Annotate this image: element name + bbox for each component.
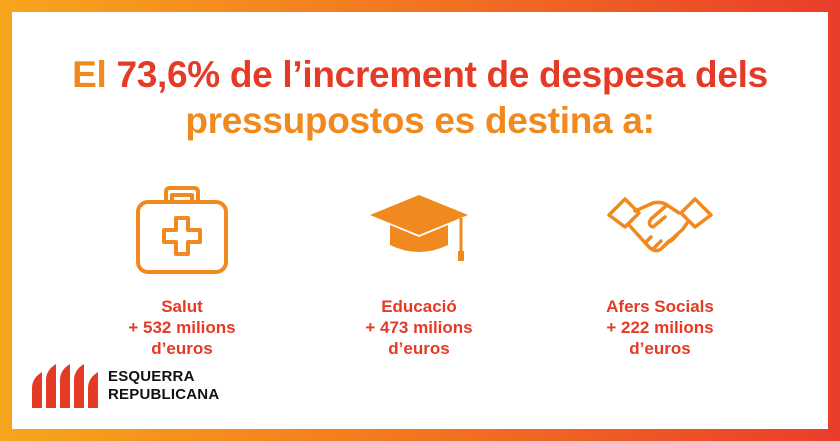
item-unit: d’euros	[629, 339, 691, 358]
first-aid-kit-icon	[82, 180, 282, 280]
item-amount: + 473 milions	[365, 318, 473, 337]
party-logo-mark-icon	[32, 364, 98, 408]
item-salut: Salut + 532 milions d’euros	[82, 180, 282, 359]
headline-percentage: 73,6%	[116, 54, 220, 95]
item-label: Afers Socials	[606, 297, 714, 316]
item-unit: d’euros	[388, 339, 450, 358]
item-label: Educació	[381, 297, 457, 316]
headline-line-2: pressupostos es destina a:	[185, 100, 655, 141]
item-afers-socials: Afers Socials + 222 milions d’euros	[560, 180, 760, 359]
party-logo: ESQUERRA REPUBLICANA	[32, 364, 219, 408]
infographic-card: El 73,6% de l’increment de despesa dels …	[12, 12, 828, 429]
headline: El 73,6% de l’increment de despesa dels …	[12, 52, 828, 144]
item-educacio: Educació + 473 milions d’euros	[319, 180, 519, 359]
handshake-icon	[560, 180, 760, 280]
graduation-cap-icon	[319, 180, 519, 280]
headline-line-1: El 73,6% de l’increment de despesa dels	[72, 54, 768, 95]
item-label: Salut	[161, 297, 203, 316]
party-logo-text: ESQUERRA REPUBLICANA	[108, 368, 220, 403]
item-amount: + 532 milions	[128, 318, 236, 337]
item-amount: + 222 milions	[606, 318, 714, 337]
item-unit: d’euros	[151, 339, 213, 358]
